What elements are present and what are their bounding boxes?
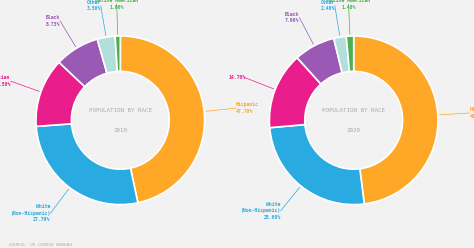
Wedge shape [36, 62, 85, 126]
Wedge shape [297, 38, 342, 84]
Text: 14.70%: 14.70% [228, 75, 246, 80]
Text: White
(Non-Hispanic)
25.60%: White (Non-Hispanic) 25.60% [240, 202, 281, 220]
Wedge shape [346, 36, 354, 72]
Wedge shape [334, 36, 349, 73]
Text: Native American
1.40%: Native American 1.40% [327, 0, 370, 10]
Text: Other
2.40%: Other 2.40% [320, 0, 335, 11]
Text: White
(Non-Hispanic)
27.79%: White (Non-Hispanic) 27.79% [10, 204, 50, 222]
Text: Hispanic
47.70%: Hispanic 47.70% [236, 102, 259, 114]
Text: Hispanic
48.00%: Hispanic 48.00% [470, 107, 474, 119]
Text: 2010: 2010 [113, 128, 128, 133]
Wedge shape [269, 58, 321, 128]
Text: SOURCE: US CENSUS BUREAU: SOURCE: US CENSUS BUREAU [9, 243, 73, 247]
Text: POPULATION BY RACE: POPULATION BY RACE [322, 108, 385, 113]
Wedge shape [59, 39, 107, 87]
Text: Asian
13.50%: Asian 13.50% [0, 75, 11, 87]
Text: POPULATION BY RACE: POPULATION BY RACE [89, 108, 152, 113]
Wedge shape [97, 36, 117, 73]
Text: Native American
1.00%: Native American 1.00% [95, 0, 138, 10]
Text: Black
8.73%: Black 8.73% [46, 15, 60, 27]
Wedge shape [270, 124, 364, 205]
Wedge shape [120, 36, 205, 203]
Wedge shape [354, 36, 438, 204]
Text: Black
7.90%: Black 7.90% [285, 12, 299, 23]
Text: 2020: 2020 [346, 128, 361, 133]
Text: Other
3.50%: Other 3.50% [86, 0, 101, 11]
Wedge shape [115, 36, 120, 71]
Wedge shape [36, 124, 138, 205]
